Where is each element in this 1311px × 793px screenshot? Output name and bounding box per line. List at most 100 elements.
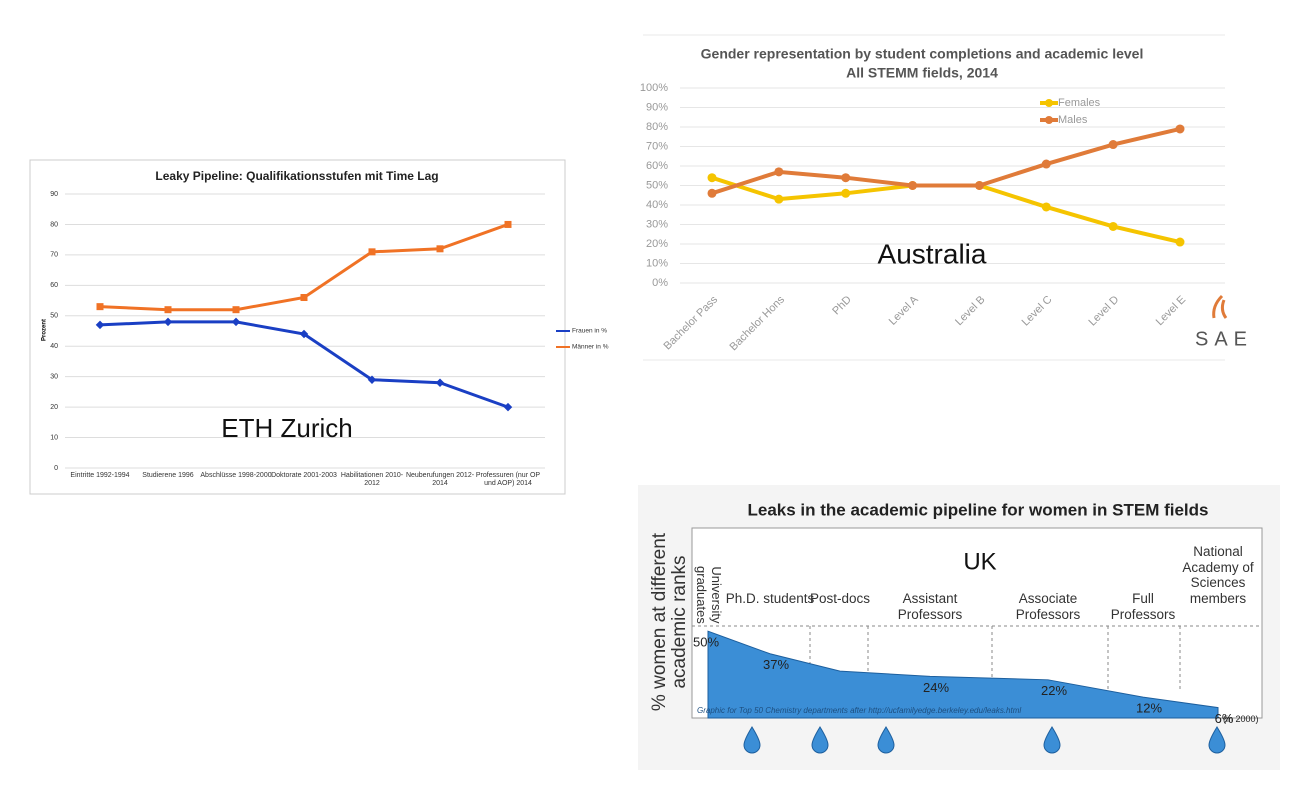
chart-subtitle: All STEMM fields, 2014 — [846, 65, 998, 81]
drop — [1208, 726, 1226, 754]
y-axis-label: % women at different academic ranks — [649, 532, 690, 712]
y-tick-label: 80% — [646, 121, 668, 133]
legend-label: Females — [1058, 97, 1101, 109]
chart-title: Gender representation by student complet… — [701, 46, 1144, 62]
point — [232, 306, 240, 314]
point — [841, 173, 851, 183]
point — [231, 317, 241, 327]
stage-label: Assistant Professors — [897, 591, 963, 622]
point — [368, 248, 376, 256]
y-axis-label: Prozent — [42, 319, 48, 341]
point — [96, 303, 104, 311]
legend-label: Männer in % — [572, 344, 609, 351]
y-tick-label: 30% — [646, 218, 668, 230]
chart-title: Leaks in the academic pipeline for women… — [747, 500, 1208, 519]
y-tick-label: 30 — [50, 374, 58, 381]
drop — [743, 726, 761, 754]
stage-label: National Academy of Sciences members — [1182, 544, 1254, 606]
point — [1041, 202, 1051, 212]
series-line — [711, 127, 1181, 196]
y-tick-label: 90% — [646, 101, 668, 113]
y-tick-label: 60% — [646, 160, 668, 172]
point — [436, 245, 444, 253]
x-tick-label: Neuberufungen 2012-2014 — [405, 472, 475, 488]
x-tick-label: Studierene 1996 — [142, 472, 194, 479]
drop — [1043, 726, 1061, 754]
stage-label: Full Professors — [1110, 591, 1176, 622]
x-tick-label: Level E — [1154, 294, 1188, 328]
drop — [811, 726, 829, 754]
y-tick-label: 50 — [50, 313, 58, 320]
point — [95, 320, 105, 330]
x-tick-label: Professuren (nur OP und AOP) 2014 — [475, 472, 541, 488]
y-tick-label: 50% — [646, 179, 668, 191]
x-tick-label: Level C — [1020, 294, 1055, 329]
value-label: 22% — [1041, 683, 1067, 698]
value-label: 37% — [763, 657, 789, 672]
point — [504, 220, 512, 228]
y-tick-label: 10% — [646, 257, 668, 269]
y-tick-label: 40% — [646, 199, 668, 211]
x-tick-label: PhD — [830, 294, 854, 318]
stage-label: Associate Professors — [1015, 591, 1081, 622]
y-tick-label: 90 — [50, 191, 58, 198]
value-label: 24% — [923, 680, 949, 695]
value-label: 50% — [693, 635, 719, 650]
point — [503, 402, 513, 412]
y-tick-label: 40 — [50, 343, 58, 350]
point — [300, 294, 308, 302]
point — [435, 378, 445, 387]
y-tick-label: 70 — [50, 252, 58, 259]
point — [774, 167, 784, 177]
point — [164, 306, 172, 314]
point — [908, 181, 918, 190]
annotation: Australia — [878, 238, 987, 269]
legend-swatch — [1045, 99, 1053, 107]
point — [1108, 221, 1118, 231]
x-tick-label: Level B — [953, 294, 987, 328]
y-tick-label: 80 — [50, 221, 58, 228]
point — [367, 375, 377, 384]
annotation: ETH Zurich — [221, 413, 352, 443]
x-tick-label: Abschlüsse 1998-2000 — [200, 472, 272, 479]
point — [299, 329, 309, 339]
y-tick-label: 70% — [646, 140, 668, 152]
y-tick-label: 100% — [640, 82, 668, 94]
x-tick-label: Habilitationen 2010-2012 — [340, 472, 404, 488]
area — [707, 630, 1219, 719]
x-tick-label: Level A — [887, 293, 921, 327]
legend-swatch — [1045, 116, 1053, 124]
footnote: Graphic for Top 50 Chemistry departments… — [697, 706, 1021, 715]
legend-label: Males — [1058, 114, 1088, 126]
point — [707, 188, 717, 198]
y-tick-label: 20% — [646, 238, 668, 250]
value-label: 6% — [1215, 711, 1234, 726]
drops — [743, 726, 1226, 754]
x-tick-label: Bachelor Pass — [662, 293, 721, 352]
chart-frame — [29, 159, 566, 495]
note: (in 2000) — [1223, 714, 1259, 724]
logo-mark — [1212, 294, 1228, 319]
value-label: 12% — [1136, 701, 1162, 716]
point — [1175, 237, 1185, 247]
point — [1108, 140, 1118, 150]
point — [707, 173, 717, 183]
point — [841, 188, 851, 198]
chart-title: Leaky Pipeline: Qualifikationsstufen mit… — [155, 169, 438, 183]
stage-label: Post-docs — [809, 591, 871, 606]
x-tick-label: Eintritte 1992-1994 — [70, 472, 130, 479]
stage-label: University graduates — [694, 566, 724, 624]
stage-label: Ph.D. students — [725, 591, 815, 606]
y-tick-label: 0% — [652, 277, 668, 289]
point — [974, 181, 984, 190]
y-tick-label: 10 — [50, 434, 58, 441]
y-tick-label: 20 — [50, 404, 58, 411]
drop — [877, 726, 895, 754]
legend-label: Frauen in % — [572, 328, 607, 335]
x-tick-label: Level D — [1086, 294, 1121, 329]
logo-text: SAE — [1195, 328, 1253, 350]
point — [163, 317, 173, 327]
point — [774, 194, 784, 204]
